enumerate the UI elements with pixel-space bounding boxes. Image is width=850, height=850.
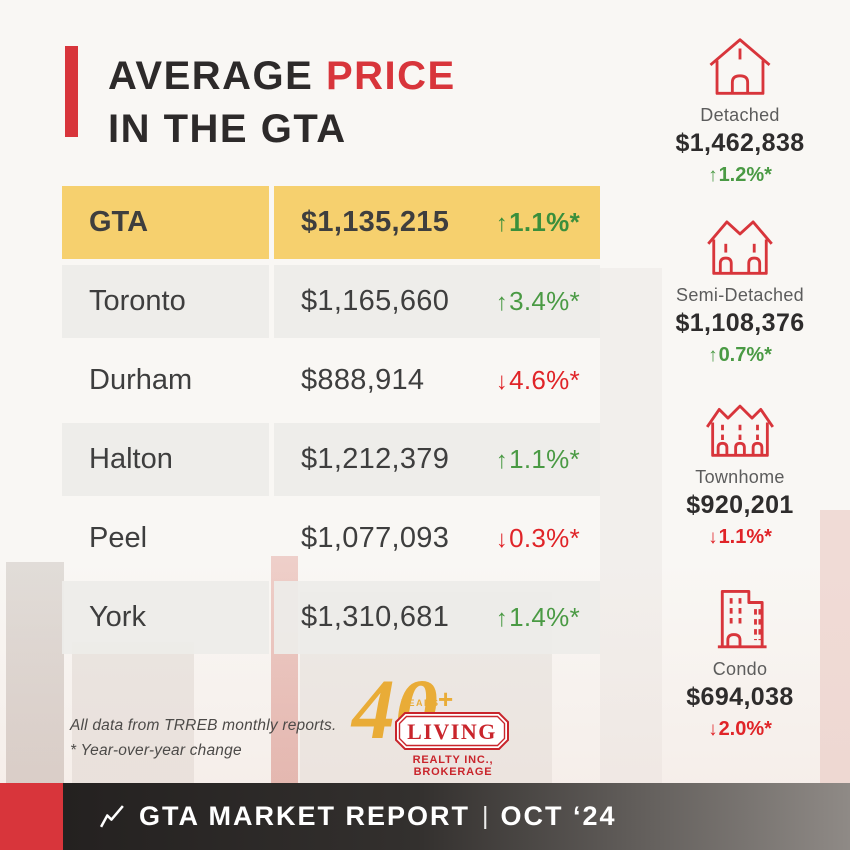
price-change: ↑1.1%* xyxy=(496,444,580,475)
property-card-detached: Detached $1,462,838 ↑1.2%* xyxy=(648,34,832,187)
price-change: ↑1.1%* xyxy=(496,207,580,238)
change-value: 4.6%* xyxy=(509,365,580,395)
change-value: 2.0%* xyxy=(718,718,772,740)
down-arrow-icon: ↓ xyxy=(495,526,509,553)
logo-plus-sign: + xyxy=(438,684,454,714)
footer-bar: GTA MARKET REPORT | OCT ‘24 xyxy=(63,783,850,850)
change-value: 1.1%* xyxy=(509,207,580,237)
change-value: 1.1%* xyxy=(718,526,772,548)
property-card-condo: Condo $694,038 ↓2.0%* xyxy=(648,584,832,741)
region-price: $1,077,093 xyxy=(301,522,450,554)
change-value: 0.3%* xyxy=(509,523,580,553)
table-row-durham: Durham $888,914 ↓4.6%* xyxy=(62,344,600,417)
region-name: Peel xyxy=(89,522,148,554)
property-change: ↓1.1%* xyxy=(648,526,832,549)
change-value: 1.2%* xyxy=(718,164,772,186)
logo-octagon-badge: LIVING xyxy=(395,712,509,750)
background-building xyxy=(600,268,662,783)
up-arrow-icon: ↑ xyxy=(495,210,509,237)
down-arrow-icon: ↓ xyxy=(495,368,509,395)
footer-separator: | xyxy=(482,802,489,830)
property-change: ↓2.0%* xyxy=(648,718,832,741)
background-building xyxy=(72,642,194,783)
property-card-townhome: Townhome $920,201 ↓1.1%* xyxy=(648,396,832,549)
change-value: 0.7%* xyxy=(718,344,772,366)
property-price: $1,462,838 xyxy=(675,129,805,157)
up-arrow-icon: ↑ xyxy=(495,289,509,316)
property-change: ↑0.7%* xyxy=(648,344,832,367)
footer-date: OCT ‘24 xyxy=(500,801,617,831)
property-type-column: Detached $1,462,838 ↑1.2%* Semi-Detached… xyxy=(648,0,832,800)
property-price: $920,201 xyxy=(686,491,794,519)
down-arrow-icon: ↓ xyxy=(708,527,718,548)
property-label: Detached xyxy=(700,105,780,125)
region-name: York xyxy=(62,581,269,654)
semi-detached-house-icon xyxy=(707,220,773,275)
up-arrow-icon: ↑ xyxy=(708,165,718,186)
property-label: Semi-Detached xyxy=(676,285,804,305)
footer-red-block xyxy=(0,783,63,850)
condo-building-icon xyxy=(717,589,767,649)
region-values: $1,135,215 ↑1.1%* xyxy=(274,186,600,259)
footnote-line1: All data from TRREB monthly reports. xyxy=(70,717,337,734)
page-title-line2: IN THE GTA xyxy=(108,106,347,151)
page-title: AVERAGE PRICE IN THE GTA xyxy=(108,50,456,156)
property-price: $1,108,376 xyxy=(675,309,805,337)
background-building xyxy=(6,562,64,783)
property-card-semi-detached: Semi-Detached $1,108,376 ↑0.7%* xyxy=(648,214,832,367)
living-realty-logo: 40 YEARS + LIVING REALTY INC., BROKERAGE xyxy=(352,666,527,778)
price-change: ↑3.4%* xyxy=(496,286,580,317)
change-value: 1.1%* xyxy=(509,444,580,474)
background-building xyxy=(820,510,850,783)
region-name: Halton xyxy=(62,423,269,496)
region-values: $1,165,660 ↑3.4%* xyxy=(274,265,600,338)
townhome-icon xyxy=(706,404,774,457)
table-row-peel: Peel $1,077,093 ↓0.3%* xyxy=(62,502,600,575)
footnote-line2: * Year-over-year change xyxy=(70,741,242,759)
price-change: ↓4.6%* xyxy=(496,365,580,396)
region-price: $888,914 xyxy=(301,364,425,396)
region-price: $1,165,660 xyxy=(301,285,450,317)
region-price-table: GTA $1,135,215 ↑1.1%* Toronto $1,165,660… xyxy=(62,186,600,660)
logo-subtitle: REALTY INC., BROKERAGE xyxy=(412,754,494,778)
price-change: ↑1.4%* xyxy=(496,602,580,633)
region-values: $888,914 ↓4.6%* xyxy=(274,344,600,417)
table-row-york: York $1,310,681 ↑1.4%* xyxy=(62,581,600,654)
footnote: All data from TRREB monthly reports. * Y… xyxy=(70,714,336,764)
logo-name: LIVING xyxy=(407,719,497,744)
table-row-toronto: Toronto $1,165,660 ↑3.4%* xyxy=(62,265,600,338)
region-price: $1,135,215 xyxy=(301,206,450,238)
up-arrow-icon: ↑ xyxy=(708,345,718,366)
trend-line-icon xyxy=(99,804,126,829)
region-name: GTA xyxy=(62,186,269,259)
property-label: Condo xyxy=(712,659,768,679)
up-arrow-icon: ↑ xyxy=(495,447,509,474)
property-price: $694,038 xyxy=(686,683,794,711)
region-price: $1,310,681 xyxy=(301,601,450,633)
up-arrow-icon: ↑ xyxy=(495,605,509,632)
change-value: 1.4%* xyxy=(509,602,580,632)
page-title-line1: AVERAGE PRICE xyxy=(108,50,456,103)
title-accent-bar xyxy=(65,46,78,137)
region-name: Durham xyxy=(89,364,193,396)
table-row-gta: GTA $1,135,215 ↑1.1%* xyxy=(62,186,600,259)
detached-house-icon xyxy=(709,38,771,95)
property-label: Townhome xyxy=(695,467,785,487)
region-values: $1,212,379 ↑1.1%* xyxy=(274,423,600,496)
property-change: ↑1.2%* xyxy=(648,164,832,187)
region-values: $1,077,093 ↓0.3%* xyxy=(274,502,600,575)
region-name: Toronto xyxy=(62,265,269,338)
price-change: ↓0.3%* xyxy=(496,523,580,554)
logo-years-label: YEARS xyxy=(401,698,440,708)
region-price: $1,212,379 xyxy=(301,443,450,475)
footer-title: GTA MARKET REPORT xyxy=(139,801,470,831)
change-value: 3.4%* xyxy=(509,286,580,316)
title-word-price: PRICE xyxy=(325,54,456,98)
down-arrow-icon: ↓ xyxy=(708,719,718,740)
region-values: $1,310,681 ↑1.4%* xyxy=(274,581,600,654)
title-word-average: AVERAGE xyxy=(108,54,314,98)
table-row-halton: Halton $1,212,379 ↑1.1%* xyxy=(62,423,600,496)
